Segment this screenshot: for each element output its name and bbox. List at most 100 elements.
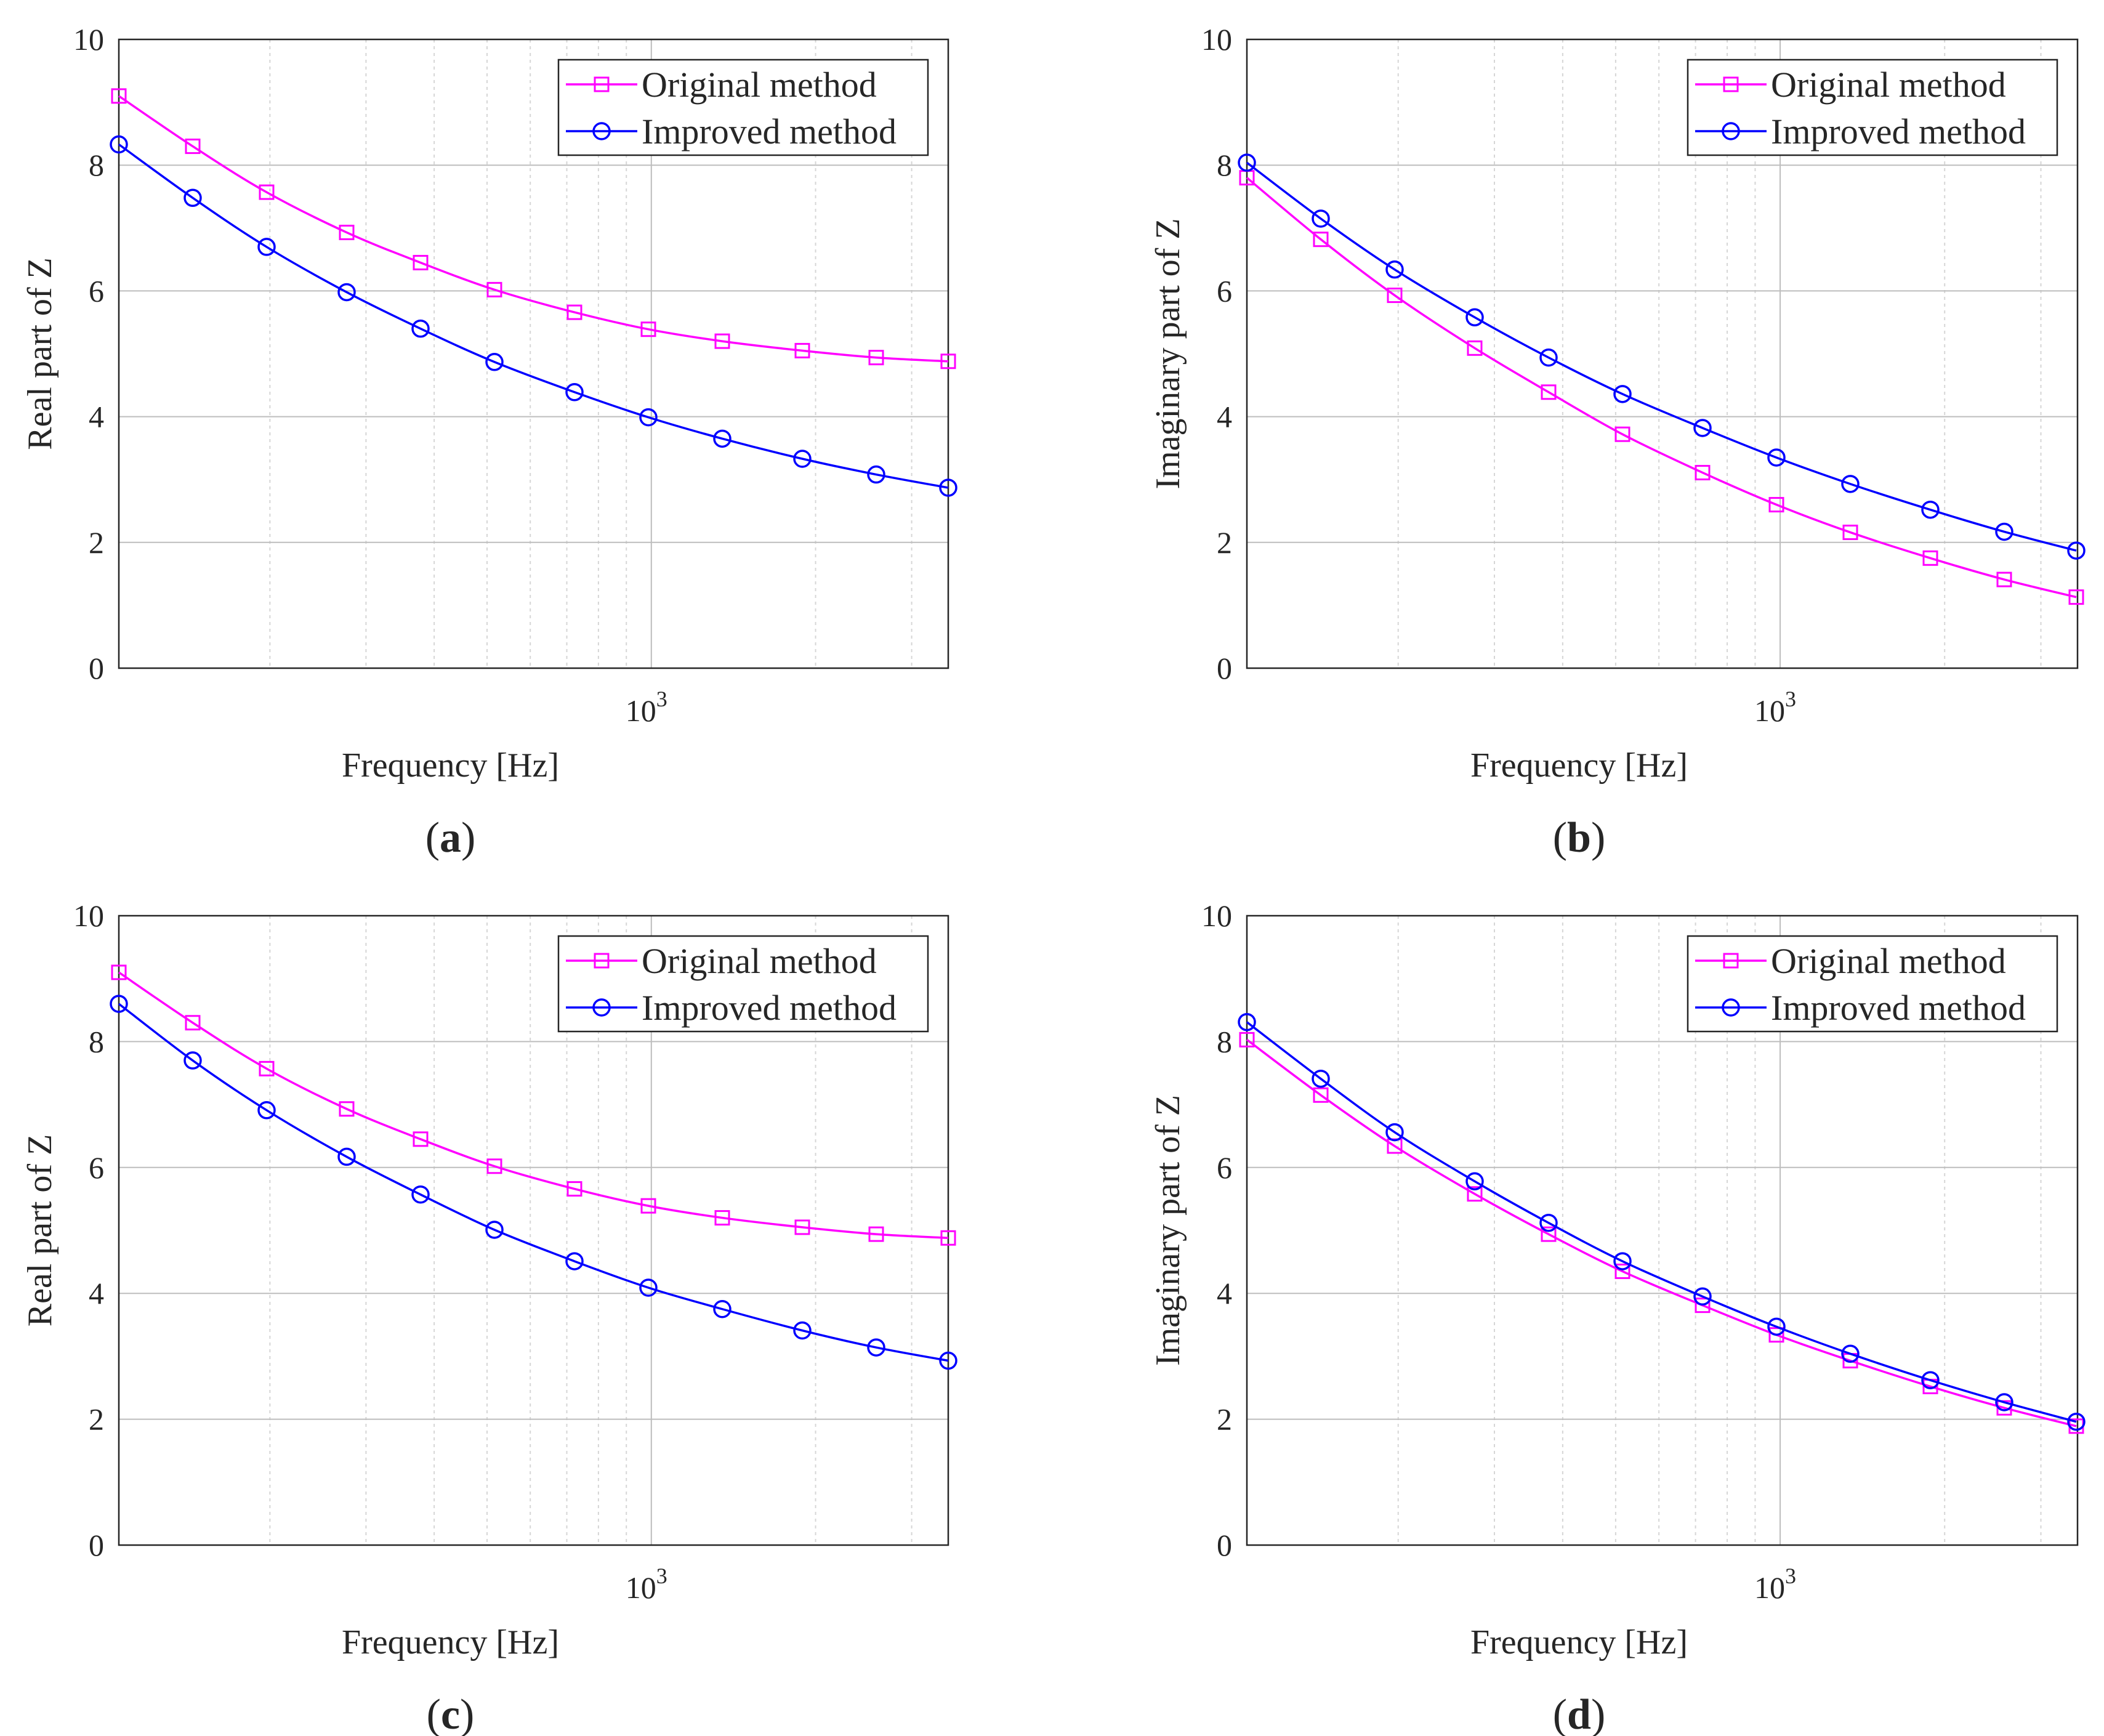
data-point-square bbox=[1996, 571, 2012, 587]
data-point-circle bbox=[1767, 448, 1786, 467]
data-point-square bbox=[2068, 589, 2084, 605]
series-original bbox=[1239, 1032, 2084, 1434]
data-point-square bbox=[1614, 426, 1630, 442]
data-point-square bbox=[714, 1210, 730, 1226]
legend-label: Original method bbox=[1771, 941, 2006, 981]
data-point-circle bbox=[337, 1147, 356, 1166]
data-point-square bbox=[794, 342, 810, 358]
data-point-square bbox=[868, 1226, 884, 1242]
data-point-circle bbox=[1238, 1012, 1256, 1032]
data-point-square bbox=[1695, 464, 1711, 480]
data-point-circle bbox=[867, 465, 885, 484]
data-point-square bbox=[940, 1230, 956, 1246]
x-tick-exponent: 3 bbox=[1785, 1564, 1796, 1588]
panel-caption: (b) bbox=[1553, 814, 1606, 862]
data-point-square bbox=[940, 353, 956, 369]
data-point-circle bbox=[183, 188, 202, 208]
x-tick-base: 10 bbox=[1754, 1570, 1785, 1605]
legend-marker-circle bbox=[592, 998, 611, 1017]
axes-frame bbox=[1246, 38, 2079, 669]
data-point-square bbox=[1239, 1032, 1255, 1048]
data-point-circle bbox=[1921, 500, 1940, 519]
data-point-circle bbox=[793, 1321, 812, 1340]
data-point-circle bbox=[713, 1300, 732, 1318]
data-point-circle bbox=[1465, 308, 1484, 327]
data-point-square bbox=[1768, 497, 1784, 513]
major-grid bbox=[1247, 916, 2078, 1545]
legend: Original method Improved method bbox=[557, 935, 929, 1033]
data-point-circle bbox=[1613, 1252, 1632, 1270]
x-axis-label: Frequency [Hz] bbox=[342, 746, 559, 785]
data-point-square bbox=[1467, 340, 1483, 356]
data-point-circle bbox=[485, 1221, 504, 1239]
caption-open-paren: ( bbox=[1553, 1691, 1567, 1736]
data-point-circle bbox=[1385, 1123, 1404, 1142]
data-point-circle bbox=[1693, 1287, 1712, 1306]
data-point-circle bbox=[1465, 1172, 1484, 1191]
data-point-circle bbox=[1385, 260, 1404, 279]
series-line bbox=[118, 1003, 949, 1362]
caption-letter: d bbox=[1567, 1691, 1591, 1736]
data-point-square bbox=[259, 184, 275, 200]
data-point-square bbox=[1541, 1226, 1557, 1242]
x-tick-exponent: 3 bbox=[656, 1564, 667, 1588]
legend-entry: Improved method bbox=[1695, 111, 2026, 151]
data-point-circle bbox=[110, 135, 128, 154]
x-tick-label: 103 bbox=[626, 687, 667, 728]
data-point-circle bbox=[939, 1351, 957, 1370]
y-tick-label: 10 bbox=[73, 898, 104, 933]
data-point-circle bbox=[639, 408, 658, 427]
series-original bbox=[1239, 170, 2084, 605]
data-point-square bbox=[1467, 1186, 1483, 1202]
y-tick-label: 0 bbox=[1217, 1528, 1232, 1562]
legend-marker-circle bbox=[1722, 122, 1740, 140]
y-tick-label: 6 bbox=[1217, 1150, 1232, 1185]
data-point-circle bbox=[257, 1101, 276, 1120]
data-point-circle bbox=[1995, 1393, 2013, 1411]
panel-caption: (c) bbox=[427, 1691, 475, 1736]
legend-marker-square bbox=[594, 76, 610, 92]
data-point-circle bbox=[1312, 209, 1330, 228]
data-point-square bbox=[339, 1101, 355, 1117]
legend-label: Improved method bbox=[1771, 988, 2026, 1028]
y-tick-label: 2 bbox=[1217, 525, 1232, 560]
y-tick-label: 4 bbox=[89, 400, 104, 434]
legend-box bbox=[1687, 935, 2058, 1033]
y-tick-label: 4 bbox=[1217, 400, 1232, 434]
data-point-circle bbox=[1921, 1371, 1940, 1389]
y-tick-label: 0 bbox=[1217, 651, 1232, 685]
caption-letter: c bbox=[441, 1691, 460, 1736]
legend-entry: Improved method bbox=[566, 988, 897, 1028]
series-line bbox=[118, 95, 949, 363]
series-line bbox=[1246, 161, 2077, 552]
y-tick-label: 8 bbox=[1217, 148, 1232, 182]
y-tick-label: 10 bbox=[1201, 898, 1232, 933]
legend: Original method Improved method bbox=[1687, 59, 2058, 156]
x-tick-base: 10 bbox=[1754, 693, 1785, 728]
data-point-circle bbox=[639, 1278, 658, 1297]
data-point-circle bbox=[2067, 541, 2086, 560]
x-tick-label: 103 bbox=[1754, 1564, 1796, 1605]
panel-caption: (d) bbox=[1553, 1691, 1606, 1736]
data-point-circle bbox=[183, 1051, 202, 1070]
legend-label: Improved method bbox=[642, 111, 897, 151]
caption-open-paren: ( bbox=[425, 814, 440, 862]
y-tick-label: 8 bbox=[89, 1024, 104, 1059]
series-line bbox=[118, 971, 949, 1240]
axes-frame bbox=[1246, 914, 2079, 1546]
x-axis-label: Frequency [Hz] bbox=[1470, 1623, 1688, 1661]
data-point-circle bbox=[1539, 348, 1558, 367]
data-point-circle bbox=[713, 429, 732, 448]
legend-marker-square bbox=[1723, 76, 1739, 92]
legend-box bbox=[1687, 59, 2058, 156]
caption-close-paren: ) bbox=[1591, 814, 1605, 862]
data-point-circle bbox=[1539, 1213, 1558, 1232]
x-axis-label: Frequency [Hz] bbox=[342, 1623, 559, 1661]
caption-letter: a bbox=[440, 814, 461, 862]
legend-box bbox=[557, 59, 929, 156]
y-tick-label: 10 bbox=[73, 22, 104, 57]
data-point-circle bbox=[939, 478, 957, 497]
